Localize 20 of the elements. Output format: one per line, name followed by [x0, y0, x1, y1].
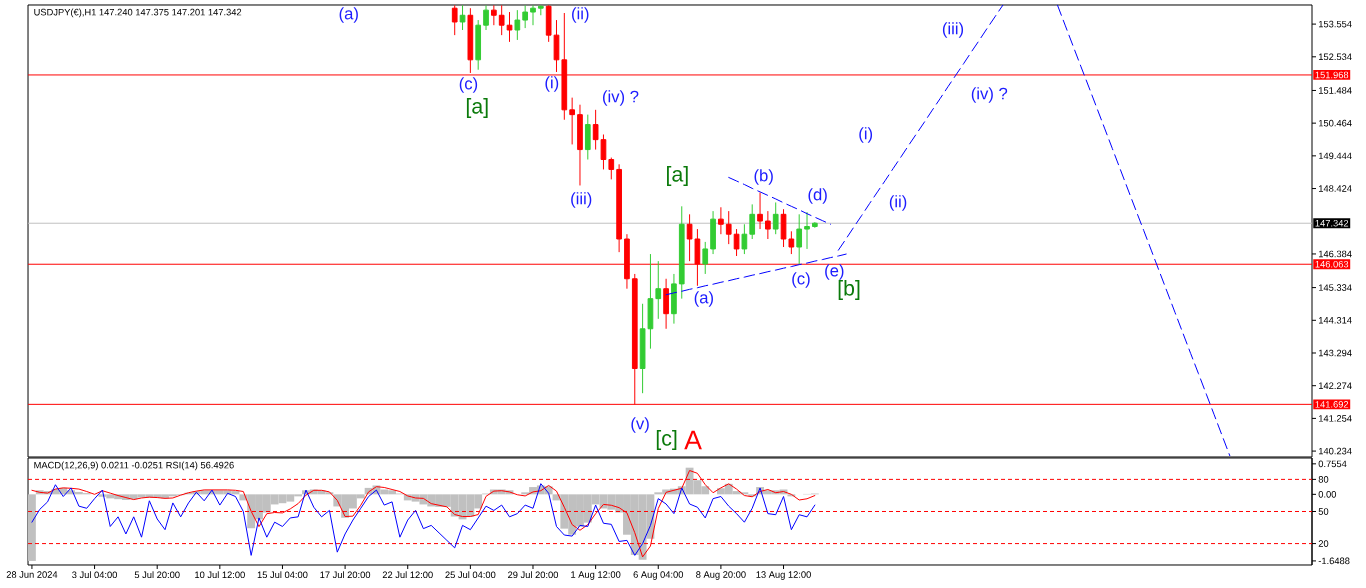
y-tick-label: 0.00: [1318, 491, 1337, 498]
y-tick-label: 0.7554: [1318, 460, 1347, 468]
x-tick-label: 3 Jul 04:00: [72, 571, 118, 579]
x-tick-label: 29 Jul 20:00: [508, 571, 559, 579]
x-tick-label: 13 Aug 12:00: [756, 571, 811, 580]
x-tick-label: 28 Jun 2024: [6, 571, 58, 578]
x-tick-label: 22 Jul 12:00: [382, 571, 433, 579]
x-tick-label: 6 Aug 04:00: [633, 571, 684, 580]
y-tick-label: -1.6488: [1318, 557, 1350, 565]
x-tick-label: 10 Jul 12:00: [195, 571, 245, 579]
chart-title: MACD(12,26,9) 0.0211 -0.0251 RSI(14) 56.4926: [34, 461, 234, 471]
y2-tick-label: 20: [1318, 540, 1329, 547]
x-tick-label: 17 Jul 20:00: [320, 571, 371, 579]
x-tick-label: 1 Aug 12:00: [571, 571, 621, 580]
y2-tick-label: 80: [1318, 476, 1329, 483]
x-tick-label: 8 Aug 20:00: [696, 571, 746, 580]
x-tick-label: 15 Jul 04:00: [257, 571, 308, 579]
x-tick-label: 5 Jul 20:00: [134, 571, 180, 579]
y2-tick-label: 50: [1318, 508, 1329, 515]
x-tick-label: 25 Jul 04:00: [445, 571, 496, 579]
